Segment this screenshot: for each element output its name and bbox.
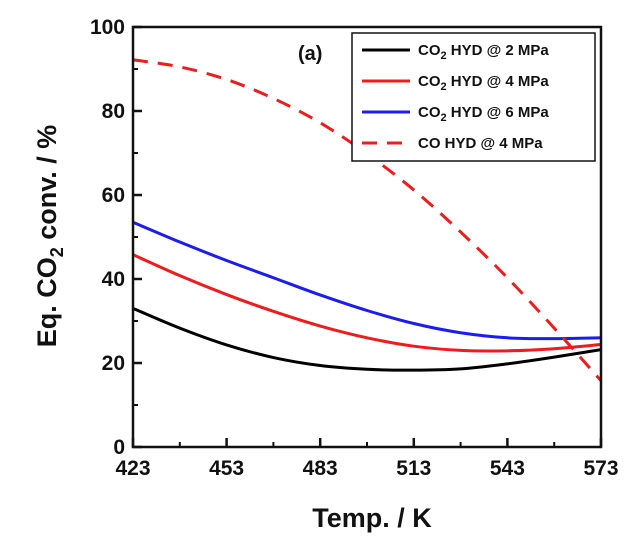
legend-label-part: HYD @ 6 MPa: [447, 104, 550, 121]
y-tick-label: 60: [102, 184, 125, 207]
legend-label-4: CO HYD @ 4 MPa: [418, 135, 543, 152]
panel-label: (a): [298, 43, 322, 65]
labels-layer: 423 453 483 513 543 573 0 20 40 60 80 100: [90, 16, 619, 480]
legend-label-part: CO: [418, 104, 441, 121]
y-axis-title-subscript: 2: [47, 247, 67, 257]
y-axis-title-part: Eq. CO: [32, 257, 62, 347]
legend-label-part: CO HYD @ 4 MPa: [418, 135, 543, 152]
x-tick-label: 483: [303, 457, 338, 480]
x-tick-label: 543: [490, 457, 525, 480]
x-tick-label: 573: [583, 457, 618, 480]
legend-label-part: HYD @ 2 MPa: [447, 42, 550, 59]
legend-box: [351, 32, 596, 162]
y-axis-title-part: conv. / %: [32, 125, 62, 248]
legend-label-part: 2: [441, 81, 447, 93]
legend-label-part: HYD @ 4 MPa: [447, 73, 550, 90]
x-tick-label: 513: [396, 457, 431, 480]
y-tick-label: 40: [102, 268, 125, 291]
legend-label-3: CO2 HYD @ 6 MPa: [418, 104, 549, 124]
y-tick-label: 80: [102, 100, 125, 123]
legend-label-part: CO: [418, 42, 441, 59]
x-axis-title: Temp. / K: [312, 503, 432, 533]
legend-label-1: CO2 HYD @ 2 MPa: [418, 42, 549, 62]
legend-label-part: 2: [441, 112, 447, 124]
legend-label-2: CO2 HYD @ 4 MPa: [418, 73, 549, 93]
series-line-1: [133, 307, 601, 372]
legend-label-part: 2: [441, 50, 447, 62]
y-tick-label: 100: [90, 16, 125, 39]
y-tick-label: 20: [102, 352, 125, 375]
series-line-2: [133, 253, 601, 353]
y-tick-label: 0: [113, 436, 125, 459]
x-tick-label: 453: [209, 457, 244, 480]
ticks-layer: [131, 25, 603, 449]
legend-label-part: CO: [418, 73, 441, 90]
series-line-3: [133, 220, 601, 341]
y-axis-title: Eq. CO2 conv. / %: [32, 125, 67, 348]
x-tick-label: 423: [115, 457, 150, 480]
